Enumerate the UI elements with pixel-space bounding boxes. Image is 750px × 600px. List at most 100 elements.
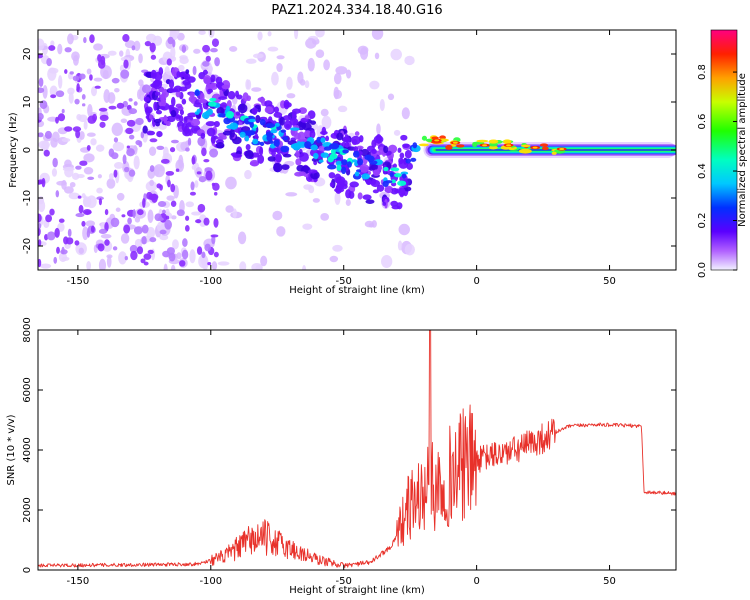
spectrogram-cell xyxy=(170,200,177,207)
spectrogram-cell xyxy=(83,167,94,175)
spectrogram-cell xyxy=(551,151,557,155)
spectrogram-cell xyxy=(124,256,129,261)
spectrogram-cell xyxy=(208,30,215,38)
spectrogram-cell xyxy=(81,220,86,227)
spectrogram-cell xyxy=(239,261,247,270)
spectrogram-cell xyxy=(128,134,135,140)
spectrogram-cell xyxy=(128,98,133,102)
spectrogram-cell xyxy=(56,246,60,254)
spectrogram-cell xyxy=(107,92,116,104)
spectrogram-cell xyxy=(69,181,76,188)
spectrogram-cell xyxy=(412,142,418,149)
spectrogram-cell xyxy=(203,159,210,163)
spectrogram-y-ticks: -20 -10 0 10 20 xyxy=(22,48,676,254)
spectrogram-cell xyxy=(183,116,188,124)
spectrogram-cell xyxy=(98,107,108,112)
spectrogram-cell xyxy=(97,174,102,179)
spectrogram-cell xyxy=(559,148,565,151)
spectrogram-cell xyxy=(197,203,206,213)
spectrogram-cell xyxy=(106,255,112,268)
spectrogram-cell xyxy=(142,125,148,134)
spectrogram-cell xyxy=(83,153,95,163)
y-tick-label: 4000 xyxy=(22,437,33,462)
spectrogram-cell xyxy=(229,128,235,138)
spectrogram-cell xyxy=(144,106,153,114)
colorbar: 0.0 0.2 0.4 0.6 0.8 Normalized spectral ampl… xyxy=(697,29,748,278)
spectrogram-cell xyxy=(163,114,168,124)
spectrogram-cell xyxy=(390,48,402,61)
spectrogram-cell xyxy=(205,121,216,127)
spectrogram-cell xyxy=(187,137,192,146)
x-tick-label: -100 xyxy=(199,276,222,287)
spectrogram-cell xyxy=(280,129,287,133)
spectrogram-cell xyxy=(198,30,206,35)
spectrogram-cell xyxy=(323,59,330,71)
spectrogram-cell xyxy=(331,148,336,155)
x-tick-label: 0 xyxy=(473,576,479,587)
spectrogram-cell xyxy=(229,45,238,52)
spectrogram-cell xyxy=(90,225,95,233)
spectrogram-cell xyxy=(351,159,358,163)
spectrogram-cell xyxy=(232,208,237,219)
spectrogram-cell xyxy=(120,69,130,79)
spectrogram-cell xyxy=(112,141,125,152)
spectrogram-cell xyxy=(81,103,86,107)
spectrogram-cell xyxy=(248,118,256,123)
spectrogram-cell xyxy=(67,87,75,95)
spectrogram-cell xyxy=(163,263,168,270)
spectrogram-cell xyxy=(149,138,158,143)
spectrogram-cell xyxy=(334,187,345,193)
spectrogram-cell xyxy=(333,72,342,85)
spectrogram-cell xyxy=(102,69,109,80)
spectrogram-cell xyxy=(299,152,309,162)
spectrogram-cell xyxy=(289,117,299,126)
spectrogram-cell xyxy=(86,229,91,238)
spectrogram-cell xyxy=(132,209,136,219)
spectrogram-cell xyxy=(166,247,176,255)
spectrogram-cell xyxy=(106,178,116,189)
spectrogram-cell xyxy=(194,180,199,188)
spectrogram-cell xyxy=(89,34,95,44)
spectrogram-cell xyxy=(267,31,272,37)
spectrogram-cell xyxy=(205,170,213,181)
spectrogram-cell xyxy=(304,130,311,137)
colorbar-tick-label: 0.2 xyxy=(697,213,708,229)
spectrogram-cell xyxy=(157,217,164,221)
spectrogram-cell xyxy=(237,103,248,114)
spectrogram-cell xyxy=(129,244,138,253)
spectrogram-cell xyxy=(166,195,175,201)
spectrogram-cell xyxy=(42,85,48,99)
spectrogram-cell xyxy=(221,135,227,140)
spectrogram-cell xyxy=(260,255,268,267)
spectrogram-cell xyxy=(207,261,212,266)
spectrogram-cell xyxy=(404,55,415,66)
colorbar-ticks: 0.0 0.2 0.4 0.6 0.8 xyxy=(697,64,737,278)
spectrogram-cell xyxy=(119,50,124,57)
spectrogram-cell xyxy=(64,47,72,53)
spectrogram-cell xyxy=(380,254,393,269)
spectrogram-cell xyxy=(267,156,277,162)
y-tick-label: 6000 xyxy=(22,377,33,402)
spectrogram-cell xyxy=(170,139,179,144)
spectrogram-cell xyxy=(213,121,220,128)
spectrogram-cell xyxy=(64,69,68,74)
spectrogram-cell xyxy=(108,105,117,110)
spectrogram-cell xyxy=(255,115,261,124)
spectrogram-cell xyxy=(202,60,210,67)
spectrogram-cell xyxy=(397,180,407,186)
spectrogram-cell xyxy=(63,186,74,194)
spectrogram-cell xyxy=(202,44,211,53)
spectrogram-cell xyxy=(141,236,147,245)
y-tick-label: 2000 xyxy=(22,497,33,522)
spectrogram-cell xyxy=(156,145,165,150)
spectrogram-cell xyxy=(123,59,129,69)
spectrogram-cell xyxy=(148,146,157,156)
spectrogram-cell xyxy=(108,173,114,180)
spectrogram-cell xyxy=(176,252,182,260)
spectrogram-cell xyxy=(385,188,393,194)
spectrogram-cell xyxy=(137,209,144,216)
spectrogram-cell xyxy=(213,218,219,228)
spectrogram-cell xyxy=(147,249,154,255)
spectrogram-cell xyxy=(213,251,219,258)
spectrogram-cell xyxy=(133,101,138,106)
